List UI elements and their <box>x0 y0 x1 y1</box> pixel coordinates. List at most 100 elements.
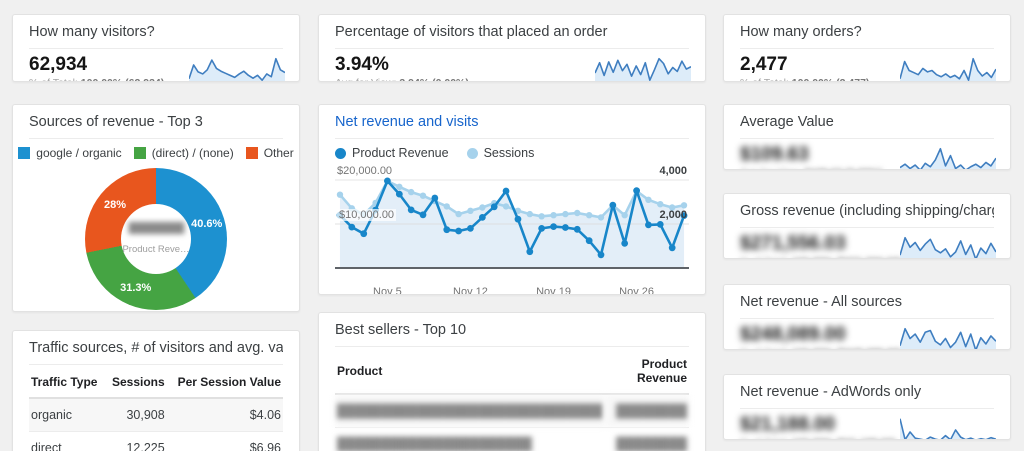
table-cell: 30,908 <box>105 398 167 432</box>
y-axis-left-mid-label: $10,000.00 <box>337 209 397 221</box>
column-header: Product Revenue <box>604 349 689 395</box>
legend-label: Product Revenue <box>352 146 449 160</box>
legend-item: Sessions <box>466 146 535 160</box>
legend-item: Product Revenue <box>335 146 449 160</box>
column-header: Product <box>335 349 605 395</box>
kpi-subtitle-label: % of Total: <box>740 256 789 258</box>
kpi-card-title: Net revenue - All sources <box>740 285 994 319</box>
kpi-subtitle-value: 100.00% ($248,089.00) <box>792 347 902 349</box>
x-axis-tick-label: Nov 5 <box>373 286 402 295</box>
kpi-card-net-revenue-all: Net revenue - All sources $248,089.00 % … <box>723 284 1011 350</box>
timeseries-chart[interactable] <box>335 164 689 282</box>
y-axis-left-top-label: $20,000.00 <box>337 165 393 177</box>
best-sellers-table: Product Product Revenue ██████████████████… <box>335 349 689 451</box>
kpi-card-order-rate: Percentage of visitors that placed an or… <box>318 14 706 82</box>
x-axis-tick-label: Nov 12 <box>453 286 488 295</box>
sparkline-chart <box>900 234 996 258</box>
kpi-card-orders: How many orders? 2,477 % of Total: 100.0… <box>723 14 1011 82</box>
kpi-subtitle-label: % of Total: <box>29 77 78 81</box>
best-sellers-card: Best sellers - Top 10 Product Product Rev… <box>318 312 706 451</box>
donut-center: █████████ Product Reve… <box>121 204 191 274</box>
kpi-card-visitors: How many visitors? 62,934 % of Total: 10… <box>12 14 300 82</box>
kpi-subtitle-redacted: % of Total: 100.00% ($248,089.00) <box>740 347 994 349</box>
kpi-card-title: Percentage of visitors that placed an or… <box>335 15 689 49</box>
kpi-subtitle-label: Avg for View: <box>740 167 801 169</box>
column-header: Traffic Type <box>29 367 106 399</box>
kpi-subtitle-value: 100.00% (62,934) <box>81 77 164 81</box>
card-title: Sources of revenue - Top 3 <box>29 105 283 139</box>
kpi-subtitle-value: 100.00% ($21,188.00) <box>792 437 896 439</box>
table-row: organic 30,908 $4.06 <box>29 398 283 432</box>
table-cell: $4.06 <box>166 398 283 432</box>
kpi-value: 2,477 <box>740 54 788 75</box>
kpi-subtitle-label: % of Total: <box>740 437 789 439</box>
card-title: Traffic sources, # of visitors and avg. … <box>29 331 283 365</box>
table-row: ██████████████████████████████ ████████ <box>335 394 689 428</box>
legend-item: (direct) / (none) <box>133 146 234 160</box>
legend-swatch-icon <box>18 147 31 159</box>
kpi-value-redacted: $21,188.00 <box>740 414 836 435</box>
kpi-card-title: How many orders? <box>740 15 994 49</box>
kpi-subtitle-label: % of Total: <box>740 347 789 349</box>
sparkline-chart <box>595 55 691 81</box>
kpi-subtitle-label: % of Total: <box>740 77 789 81</box>
kpi-subtitle-value: $109.63 (0.00%) <box>804 167 882 169</box>
card-title: Best sellers - Top 10 <box>335 313 689 347</box>
kpi-subtitle: Avg for View: 3.94% (0.00%) <box>335 77 689 81</box>
kpi-card-title: How many visitors? <box>29 15 283 49</box>
y-axis-right-top-label: 4,000 <box>659 165 687 177</box>
timeseries-legend: Product Revenue Sessions <box>335 146 689 160</box>
legend-label: Sessions <box>483 146 535 160</box>
column-header: Sessions <box>105 367 167 399</box>
sparkline-chart <box>900 415 996 439</box>
kpi-card-title: Average Value <box>740 105 994 139</box>
kpi-subtitle: % of Total: 100.00% (62,934) <box>29 77 283 81</box>
legend-dot-icon <box>466 147 478 159</box>
kpi-subtitle-redacted: Avg for View: $109.63 (0.00%) <box>740 167 994 169</box>
table-cell-redacted: ██████████████████████ <box>335 427 605 451</box>
table-cell: $6.96 <box>166 431 283 451</box>
sparkline-chart <box>900 145 996 169</box>
timeseries-title-link[interactable]: Net revenue and visits <box>335 105 689 139</box>
y-axis-right-mid-label: 2,000 <box>659 209 687 221</box>
revenue-donut-chart[interactable]: 40.6% 31.3% 28% <box>85 168 227 310</box>
kpi-value: 3.94% <box>335 54 389 75</box>
sparkline-chart <box>189 55 285 81</box>
timeseries-plot: $20,000.00 4,000 $10,000.00 2,000 <box>335 164 689 282</box>
column-header: Per Session Value <box>166 367 283 399</box>
table-cell-redacted: ████████ <box>604 394 689 428</box>
kpi-value-redacted: $248,089.00 <box>740 324 846 345</box>
donut-slice-label: 28% <box>104 199 127 212</box>
kpi-subtitle-redacted: % of Total: 100.00% ($21,188.00) <box>740 437 994 439</box>
legend-label: google / organic <box>36 146 122 160</box>
donut-center-value-redacted: █████████ <box>128 223 185 234</box>
legend-label: Other <box>263 146 294 160</box>
x-axis-tick-label: Nov 19 <box>536 286 571 295</box>
table-row: ██████████████████████ ████████ <box>335 427 689 451</box>
sparkline-chart <box>900 325 996 349</box>
table-header-row: Product Product Revenue <box>335 349 689 395</box>
kpi-subtitle-value: 3.94% (0.00%) <box>399 77 468 81</box>
kpi-subtitle-value: 100.00% (2,477) <box>792 77 870 81</box>
kpi-value: 62,934 <box>29 54 88 75</box>
traffic-sources-card: Traffic sources, # of visitors and avg. … <box>12 330 300 451</box>
donut-slice-label: 40.6% <box>191 217 223 230</box>
legend-swatch-icon <box>245 147 258 159</box>
kpi-card-net-revenue-adwords: Net revenue - AdWords only $21,188.00 % … <box>723 374 1011 440</box>
kpi-subtitle-label: Avg for View: <box>335 77 396 81</box>
kpi-value-redacted: $109.63 <box>740 144 809 165</box>
sparkline-chart <box>900 55 996 81</box>
legend-item: google / organic <box>18 146 122 160</box>
legend-dot-icon <box>335 147 346 159</box>
net-revenue-visits-card: Net revenue and visits Product Revenue Se… <box>318 104 706 295</box>
x-axis-tick-label: Nov 26 <box>619 286 654 295</box>
kpi-card-title: Net revenue - AdWords only <box>740 375 994 409</box>
table-cell: organic <box>29 398 106 432</box>
table-cell: direct <box>29 431 106 451</box>
kpi-card-average-value: Average Value $109.63 Avg for View: $109… <box>723 104 1011 170</box>
donut-slice-label: 31.3% <box>120 281 152 294</box>
kpi-subtitle: % of Total: 100.00% (2,477) <box>740 77 994 81</box>
table-cell-redacted: ██████████████████████████████ <box>335 394 605 428</box>
x-axis-ticks: Nov 5 Nov 12 Nov 19 Nov 26 <box>335 284 689 295</box>
